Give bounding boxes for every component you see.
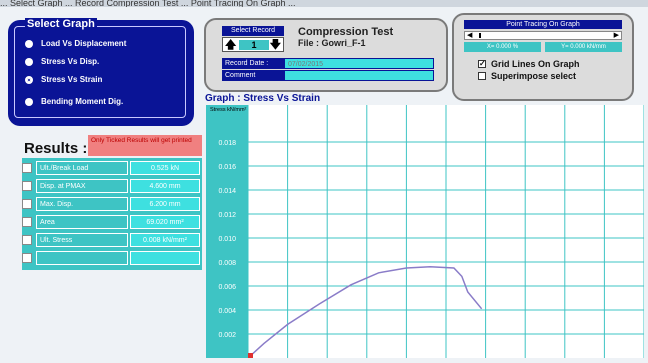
result-row-ult-stress: Ult. Stress 0.008 kN/mm²	[22, 232, 202, 248]
y-tick-label: 0.004	[218, 308, 236, 315]
result-checkbox[interactable]	[22, 199, 32, 209]
record-date-field[interactable]: 07/02/2015	[284, 58, 434, 69]
arrow-up-icon[interactable]: 🡅	[225, 39, 237, 51]
result-value: 0.525 kN	[130, 161, 200, 175]
results-note: Only Ticked Results will get printed	[88, 135, 202, 156]
y-tick-label: 0.002	[218, 332, 236, 339]
radio-dot-selected	[25, 75, 33, 84]
record-panel: Select Record 🡅 1 🡇 Compression Test Fil…	[204, 18, 448, 92]
result-row-ult-load: Ult./Break Load 0.525 kN	[22, 160, 202, 176]
scroll-thumb[interactable]	[479, 33, 481, 38]
result-label	[36, 251, 128, 265]
graph-title-prefix: Graph :	[205, 93, 241, 104]
checkbox-empty	[478, 72, 486, 80]
radio-bending-moment[interactable]: Bending Moment Dig.	[25, 97, 123, 106]
select-graph-group: Select Graph Load Vs Displacement Stress…	[14, 18, 186, 118]
superimpose-checkbox[interactable]: Superimpose select	[478, 71, 576, 81]
result-label: Disp. at PMAX	[36, 179, 128, 193]
result-value: 69.020 mm²	[130, 215, 200, 229]
result-checkbox[interactable]	[22, 235, 32, 245]
results-title: Results :	[24, 140, 88, 157]
y-tick-label: 0.006	[218, 284, 236, 291]
stress-strain-chart[interactable]	[247, 105, 645, 359]
scroll-left-icon[interactable]: ◀	[467, 32, 473, 39]
result-label: Area	[36, 215, 128, 229]
point-values: X= 0.000 % Y= 0.000 kN/mm	[464, 42, 622, 52]
point-tracing-scrollbar[interactable]: ◀ ▶	[464, 31, 622, 40]
point-tracing-header: Point Tracing On Graph	[464, 20, 622, 29]
select-graph-legend: Select Graph	[25, 18, 97, 30]
radio-label: Stress Vs Strain	[41, 75, 103, 84]
comment-field[interactable]	[284, 70, 434, 81]
graph-title-text: Stress Vs Strain	[243, 93, 321, 104]
origin-marker	[248, 353, 253, 358]
scroll-right-icon[interactable]: ▶	[613, 32, 619, 39]
y-tick-label: 0.016	[218, 164, 236, 171]
record-date-label: Record Date :	[222, 58, 284, 69]
radio-dot	[25, 39, 33, 48]
y-tick-label: 0.008	[218, 260, 236, 267]
radio-dot	[25, 57, 33, 66]
radio-stress-vs-disp[interactable]: Stress Vs Disp.	[25, 57, 99, 66]
select-graph-panel: Select Graph Load Vs Displacement Stress…	[8, 18, 194, 126]
comment-row: Comment	[222, 70, 434, 81]
y-axis-unit: Stress kN/mm²	[210, 107, 247, 113]
superimpose-label: Superimpose select	[491, 71, 577, 81]
radio-label: Stress Vs Disp.	[41, 57, 100, 66]
radio-stress-vs-strain[interactable]: Stress Vs Strain	[25, 75, 102, 84]
y-value: Y= 0.000 kN/mm	[545, 42, 622, 52]
result-label: Ult. Stress	[36, 233, 128, 247]
result-row-area: Area 69.020 mm²	[22, 214, 202, 230]
result-checkbox[interactable]	[22, 217, 32, 227]
grid-lines-checkbox[interactable]: ✓ Grid Lines On Graph	[478, 59, 580, 69]
window-title-strip: ... Select Graph ... Record Compression …	[0, 0, 648, 7]
record-number[interactable]: 1	[239, 40, 269, 50]
result-value	[130, 251, 200, 265]
point-tracing-panel: Point Tracing On Graph ◀ ▶ X= 0.000 % Y=…	[452, 13, 634, 101]
result-checkbox[interactable]	[22, 253, 32, 263]
result-value: 6.200 mm	[130, 197, 200, 211]
radio-label: Load Vs Displacement	[41, 39, 127, 48]
x-value: X= 0.000 %	[464, 42, 541, 52]
checkmark-icon: ✓	[478, 59, 486, 68]
stress-strain-curve	[247, 266, 483, 359]
record-navigator: 🡅 1 🡇	[222, 37, 284, 52]
result-checkbox[interactable]	[22, 163, 32, 173]
plot-area[interactable]	[247, 105, 645, 359]
y-tick-label: 0.010	[218, 236, 236, 243]
radio-load-vs-displacement[interactable]: Load Vs Displacement	[25, 39, 126, 48]
result-row-max-disp: Max. Disp. 6.200 mm	[22, 196, 202, 212]
comment-label: Comment	[222, 70, 284, 81]
test-name: Compression Test	[298, 26, 394, 38]
result-value: 4.600 mm	[130, 179, 200, 193]
graph-title: Graph : Stress Vs Strain	[205, 93, 320, 104]
select-record-header: Select Record	[222, 26, 284, 36]
grid-lines-label: Grid Lines On Graph	[491, 59, 580, 69]
y-tick-label: 0.012	[218, 212, 236, 219]
results-table: Ult./Break Load 0.525 kN Disp. at PMAX 4…	[22, 158, 202, 270]
result-row-empty	[22, 250, 202, 266]
result-row-disp-pmax: Disp. at PMAX 4.600 mm	[22, 178, 202, 194]
y-tick-labels: 0.018 0.016 0.014 0.012 0.010 0.008 0.006 0.004…	[218, 140, 236, 339]
y-tick-label: 0.014	[218, 188, 236, 195]
y-tick-label: 0.018	[218, 140, 236, 147]
file-name: File : Gowri_F-1	[298, 38, 366, 48]
radio-label: Bending Moment Dig.	[41, 97, 124, 106]
result-checkbox[interactable]	[22, 181, 32, 191]
arrow-down-icon[interactable]: 🡇	[269, 39, 281, 51]
radio-dot	[25, 97, 33, 106]
result-label: Ult./Break Load	[36, 161, 128, 175]
result-label: Max. Disp.	[36, 197, 128, 211]
y-axis-panel: Stress kN/mm²	[206, 105, 248, 358]
result-value: 0.008 kN/mm²	[130, 233, 200, 247]
record-date-row: Record Date : 07/02/2015	[222, 58, 434, 69]
